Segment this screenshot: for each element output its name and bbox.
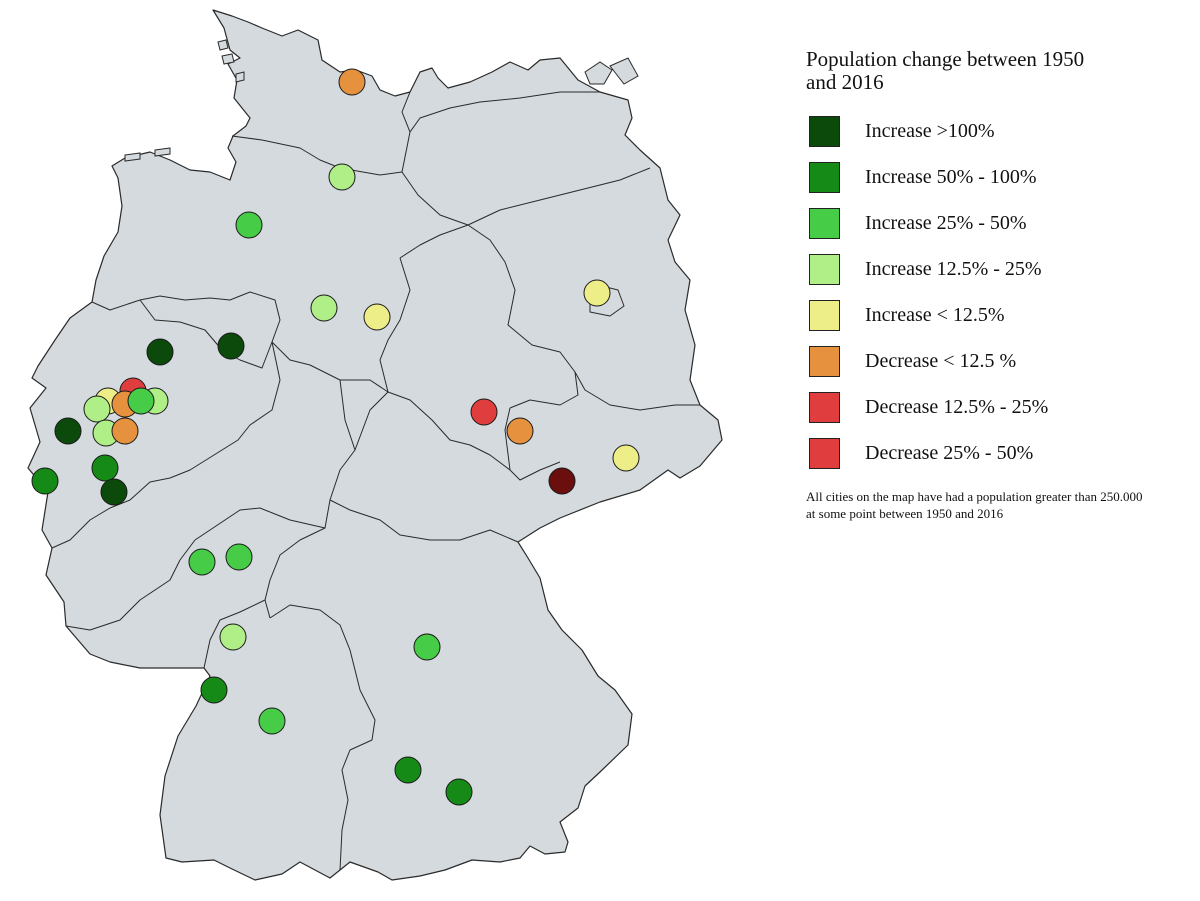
city-marker <box>394 756 422 784</box>
state-borders <box>51 91 700 871</box>
city-marker <box>31 467 59 495</box>
city-marker <box>127 387 155 415</box>
legend-swatch <box>809 391 840 423</box>
legend-swatch <box>809 161 840 193</box>
city-marker <box>225 543 253 571</box>
legend-item: Decrease 25% - 50% <box>806 430 1176 476</box>
city-marker <box>111 417 139 445</box>
legend-item: Increase < 12.5% <box>806 292 1176 338</box>
city-marker <box>146 338 174 366</box>
legend-label: Decrease 25% - 50% <box>865 441 1034 464</box>
legend-item: Increase 12.5% - 25% <box>806 246 1176 292</box>
legend: Population change between 1950 and 2016 … <box>806 48 1176 522</box>
city-marker <box>612 444 640 472</box>
legend-item: Decrease 12.5% - 25% <box>806 384 1176 430</box>
coastal-islands <box>124 39 639 162</box>
legend-swatch <box>809 115 840 147</box>
legend-label: Decrease 12.5% - 25% <box>865 395 1049 418</box>
legend-swatch <box>809 437 840 469</box>
city-marker <box>328 163 356 191</box>
city-marker <box>100 478 128 506</box>
legend-swatch <box>809 207 840 239</box>
city-marker <box>91 454 119 482</box>
city-marker <box>506 417 534 445</box>
legend-label: Increase 12.5% - 25% <box>865 257 1042 280</box>
city-marker <box>583 279 611 307</box>
city-marker <box>338 68 366 96</box>
legend-item: Increase >100% <box>806 108 1176 154</box>
legend-swatch <box>809 345 840 377</box>
legend-swatch <box>809 253 840 285</box>
city-marker <box>217 332 245 360</box>
city-marker <box>548 467 576 495</box>
city-marker <box>219 623 247 651</box>
city-marker <box>310 294 338 322</box>
city-marker <box>470 398 498 426</box>
city-markers <box>31 68 640 806</box>
city-marker <box>235 211 263 239</box>
city-marker <box>188 548 216 576</box>
legend-label: Increase 50% - 100% <box>865 165 1037 188</box>
city-marker <box>83 395 111 423</box>
legend-item: Increase 50% - 100% <box>806 154 1176 200</box>
legend-label: Increase < 12.5% <box>865 303 1005 326</box>
legend-label: Increase 25% - 50% <box>865 211 1027 234</box>
city-marker <box>413 633 441 661</box>
city-marker <box>258 707 286 735</box>
city-marker <box>200 676 228 704</box>
legend-swatch <box>809 299 840 331</box>
legend-items: Increase >100% Increase 50% - 100% Increas… <box>806 108 1176 476</box>
germany-outline <box>27 9 723 881</box>
legend-item: Decrease < 12.5 % <box>806 338 1176 384</box>
city-marker <box>445 778 473 806</box>
germany-map <box>27 9 723 881</box>
legend-title: Population change between 1950 and 2016 <box>806 47 1085 94</box>
city-marker <box>54 417 82 445</box>
legend-label: Increase >100% <box>865 119 995 142</box>
city-marker <box>363 303 391 331</box>
legend-item: Increase 25% - 50% <box>806 200 1176 246</box>
legend-note: All cities on the map have had a populat… <box>806 489 1143 521</box>
legend-label: Decrease < 12.5 % <box>865 349 1017 372</box>
